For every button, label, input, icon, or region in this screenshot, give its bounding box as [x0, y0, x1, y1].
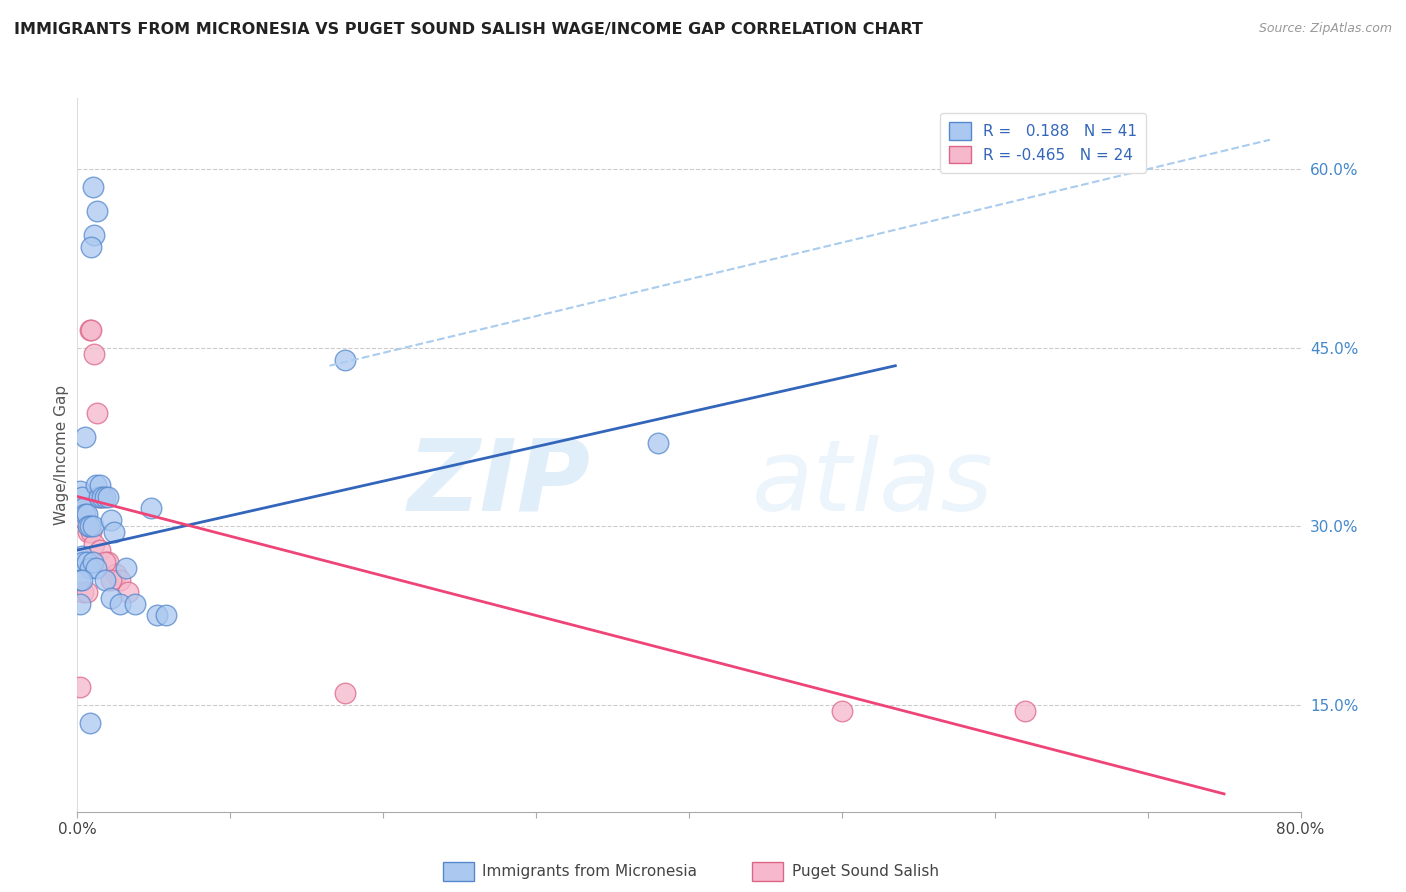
Point [831, 704, 853, 718]
Point [70, 573, 93, 587]
Point [69, 597, 91, 611]
Point [76, 508, 98, 522]
Point [79, 323, 101, 337]
Point [80, 525, 103, 540]
Point [70, 501, 93, 516]
Point [87, 490, 110, 504]
Point [72, 584, 94, 599]
Point [124, 597, 146, 611]
Point [103, 525, 125, 540]
Text: ZIP: ZIP [408, 435, 591, 532]
Point [86, 204, 108, 219]
Point [108, 573, 131, 587]
Text: Source: ZipAtlas.com: Source: ZipAtlas.com [1258, 22, 1392, 36]
Text: IMMIGRANTS FROM MICRONESIA VS PUGET SOUND SALISH WAGE/INCOME GAP CORRELATION CHA: IMMIGRANTS FROM MICRONESIA VS PUGET SOUN… [14, 22, 922, 37]
Point [333, 686, 356, 700]
Text: Immigrants from Micronesia: Immigrants from Micronesia [482, 864, 697, 879]
Point [80, 323, 103, 337]
Point [94, 573, 117, 587]
Point [89, 543, 111, 558]
Point [90, 490, 112, 504]
Point [84, 561, 107, 575]
Text: atlas: atlas [752, 435, 993, 532]
Point [115, 561, 138, 575]
Y-axis label: Wage/Income Gap: Wage/Income Gap [53, 384, 69, 525]
Point [100, 591, 122, 605]
Point [100, 513, 122, 527]
Text: Puget Sound Salish: Puget Sound Salish [792, 864, 939, 879]
Point [100, 573, 122, 587]
Point [83, 227, 105, 242]
Point [72, 555, 94, 569]
Point [77, 519, 100, 533]
Point [97, 490, 120, 504]
Point [69, 680, 91, 694]
Point [73, 430, 96, 444]
Point [89, 477, 111, 491]
Point [69, 573, 91, 587]
Point [82, 555, 104, 569]
Point [97, 555, 120, 569]
Point [76, 584, 98, 599]
Point [84, 477, 107, 491]
Point [70, 490, 93, 504]
Point [139, 501, 162, 516]
Point [82, 519, 104, 533]
Point [94, 490, 117, 504]
Point [79, 561, 101, 575]
Point [69, 483, 91, 498]
Point [104, 566, 127, 581]
Point [83, 537, 105, 551]
Point [77, 525, 100, 540]
Point [87, 490, 110, 504]
Point [86, 406, 108, 420]
Point [79, 519, 101, 533]
Point [647, 436, 669, 450]
Point [82, 180, 104, 194]
Point [90, 490, 112, 504]
Point [72, 501, 94, 516]
Point [108, 597, 131, 611]
Point [80, 240, 103, 254]
Point [79, 715, 101, 730]
Point [333, 352, 356, 367]
Point [73, 508, 96, 522]
Point [155, 608, 177, 623]
Point [83, 347, 105, 361]
Point [94, 555, 117, 569]
Point [146, 608, 169, 623]
Point [73, 513, 96, 527]
Legend: R =   0.188   N = 41, R = -0.465   N = 24: R = 0.188 N = 41, R = -0.465 N = 24 [941, 113, 1146, 173]
Point [70, 549, 93, 563]
Point [1014, 704, 1036, 718]
Point [117, 584, 139, 599]
Point [76, 555, 98, 569]
